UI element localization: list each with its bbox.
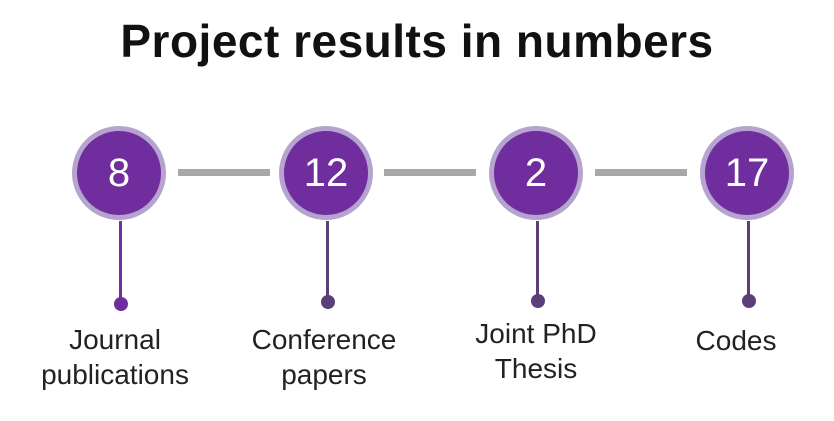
stat-circle: 17 [700, 126, 794, 220]
stem-dot [531, 294, 545, 308]
connector-line [595, 169, 687, 176]
stat-label: Joint PhD Thesis [475, 318, 597, 384]
stem-line [326, 221, 329, 301]
stat-circle: 8 [72, 126, 166, 220]
connector-line [384, 169, 476, 176]
stem-dot [742, 294, 756, 308]
stat-circle: 2 [489, 126, 583, 220]
stem-dot [321, 295, 335, 309]
connector-line [178, 169, 270, 176]
stem-line [119, 221, 122, 303]
stat-value: 17 [724, 150, 770, 195]
stat-value: 2 [524, 150, 548, 195]
stat-value: 8 [107, 150, 131, 195]
stat-value: 12 [303, 150, 349, 195]
stat-label: Journal publications [41, 324, 189, 390]
stat-label: Codes [695, 325, 777, 356]
stem-dot [114, 297, 128, 311]
stat-label: Conference papers [251, 324, 397, 390]
stem-line [747, 221, 750, 301]
stat-circle: 12 [279, 126, 373, 220]
stem-line [536, 221, 539, 301]
page-title: Project results in numbers [120, 15, 714, 67]
